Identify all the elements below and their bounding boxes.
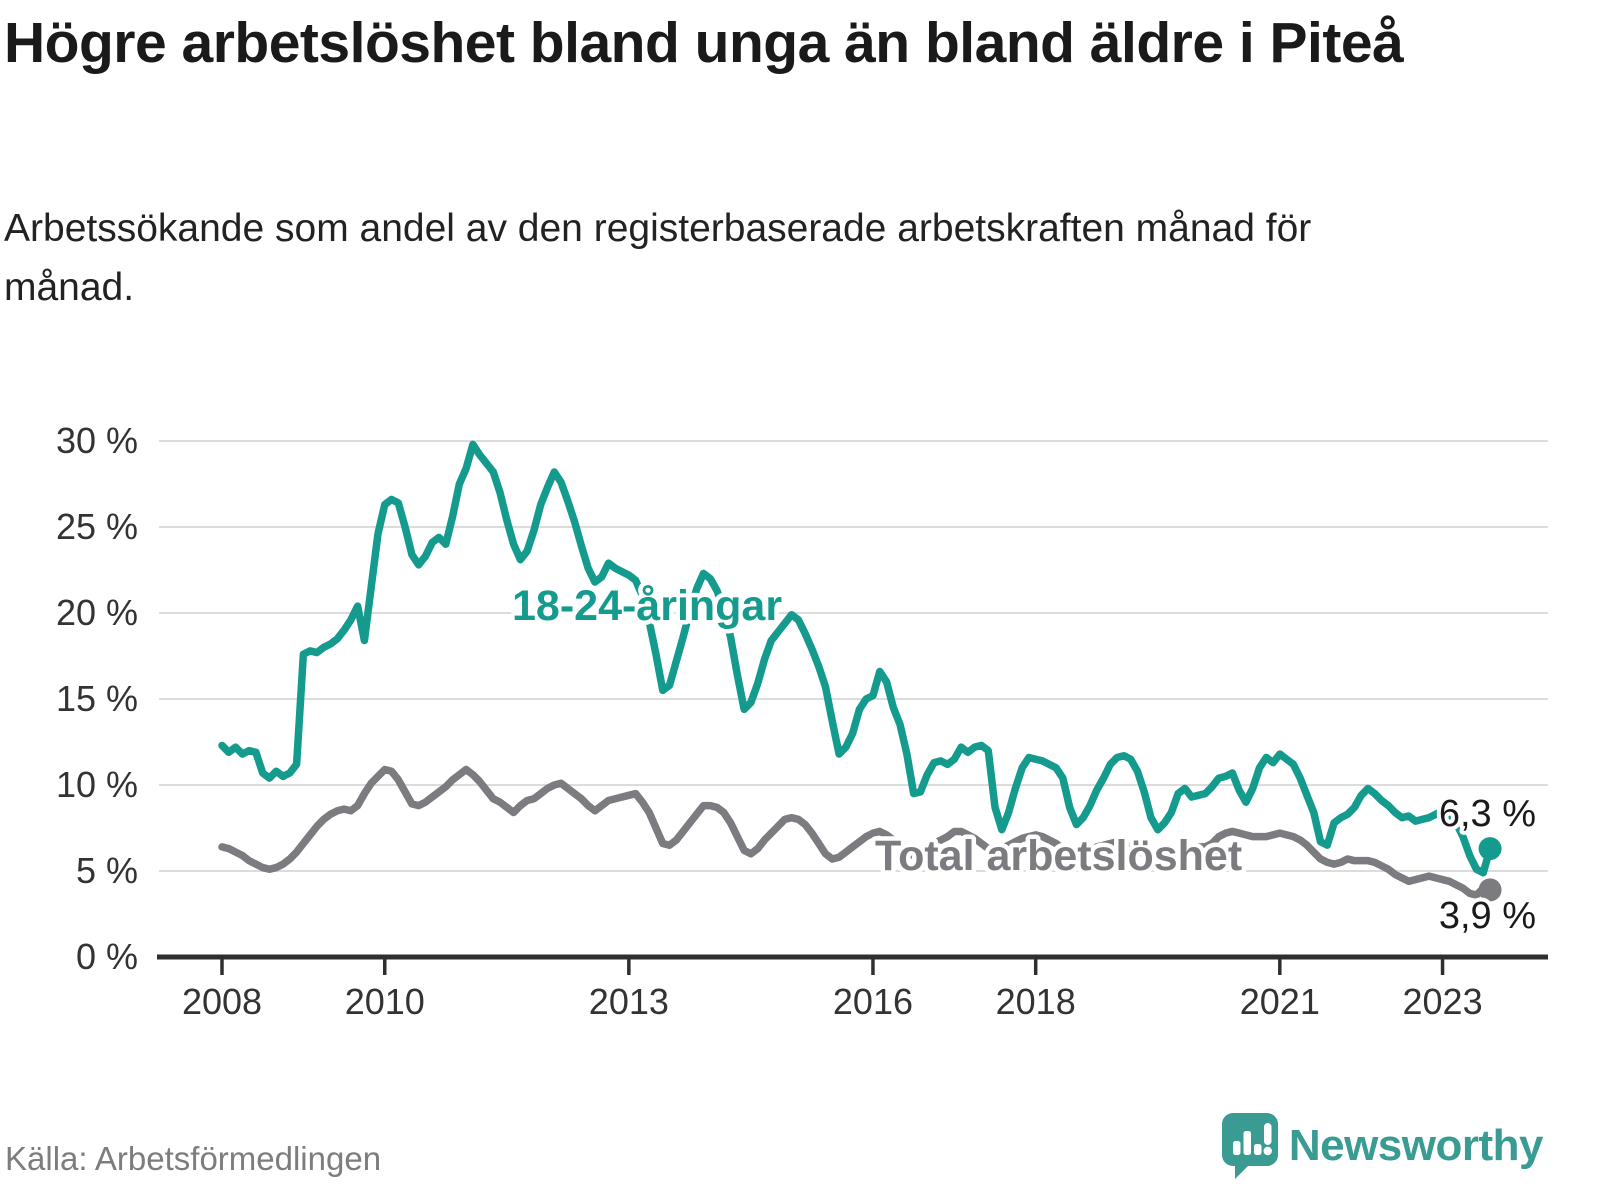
page-title: Högre arbetslöshet bland unga än bland ä…	[4, 11, 1404, 75]
y-axis-label: 25 %	[56, 506, 138, 547]
brand-name: Newsworthy	[1288, 1121, 1544, 1170]
y-axis-label: 20 %	[56, 592, 138, 633]
end-dot-young	[1478, 837, 1502, 861]
x-axis-label: 2008	[182, 981, 262, 1022]
series-label-total: Total arbetslöshet	[875, 832, 1242, 880]
x-axis-label: 2016	[833, 981, 913, 1022]
end-value-label-total: 3,9 %	[1439, 895, 1536, 937]
x-axis-label: 2023	[1403, 981, 1483, 1022]
brand-logo: Newsworthy	[1221, 1112, 1544, 1180]
page-subtitle: Arbetssökande som andel av den registerb…	[4, 207, 1312, 309]
series-line-young	[218, 440, 1494, 877]
y-axis-label: 0 %	[76, 936, 138, 977]
end-value-label-young: 6,3 %	[1439, 793, 1536, 835]
y-axis-label: 5 %	[76, 850, 138, 891]
y-axis-label: 10 %	[56, 764, 138, 805]
x-axis-label: 2018	[996, 981, 1076, 1022]
x-axis-label: 2010	[345, 981, 425, 1022]
series-line-total	[218, 765, 1494, 899]
x-axis-label: 2013	[589, 981, 669, 1022]
y-axis-label: 15 %	[56, 678, 138, 719]
x-axis-label: 2021	[1240, 981, 1320, 1022]
source-note: Källa: Arbetsförmedlingen	[5, 1140, 382, 1177]
y-axis-label: 30 %	[56, 420, 138, 461]
end-dot-total	[1478, 878, 1502, 902]
newsworthy-speech-bubble-chart-icon	[1221, 1112, 1279, 1180]
series-label-young: 18-24-åringar	[512, 582, 782, 630]
